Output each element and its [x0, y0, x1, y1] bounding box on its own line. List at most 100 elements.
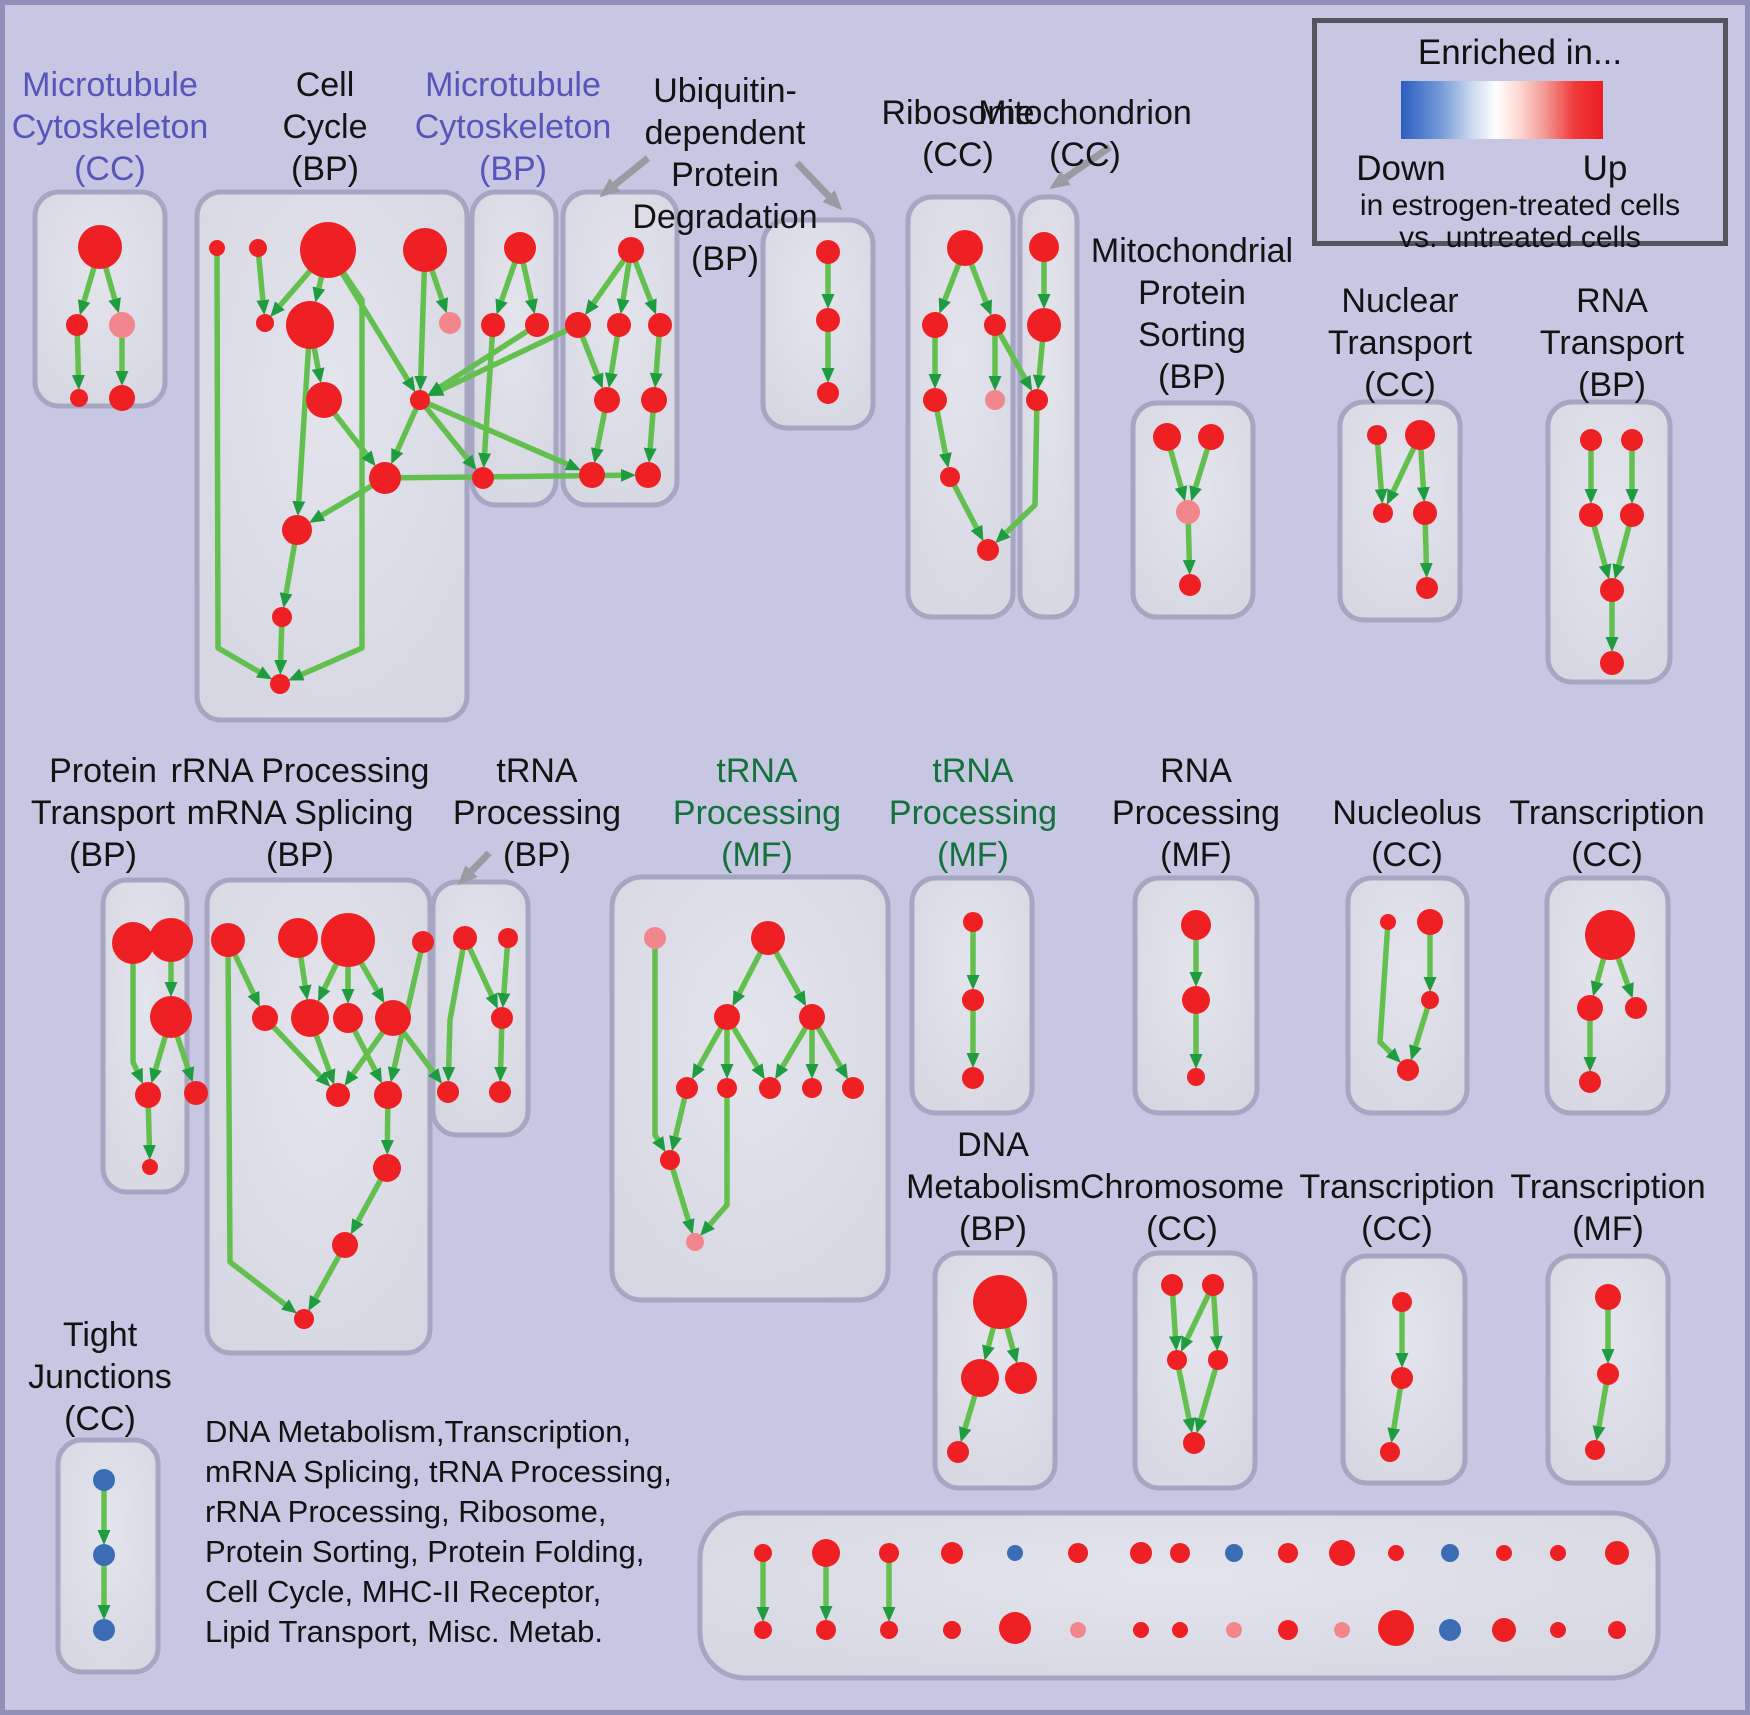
edge-t4-t5 [1194, 1367, 1219, 1434]
edge-b9-b10 [391, 407, 419, 465]
gene-node-a1 [78, 225, 122, 269]
cluster-box-microtubule-bp [469, 189, 559, 508]
gene-node-c3 [525, 313, 549, 337]
gene-node-l11 [373, 1154, 401, 1182]
cluster-box-nucleolus [1345, 875, 1470, 1116]
gene-node-i2 [1405, 420, 1435, 450]
gene-node-l1 [211, 923, 245, 957]
gene-node-mt16 [1605, 1541, 1629, 1565]
edge-i4-i5 [1419, 523, 1433, 578]
gene-node-q4 [1397, 1059, 1419, 1081]
edge-q1-q4 [1377, 928, 1401, 1063]
gene-node-mb8 [1172, 1622, 1188, 1638]
gene-node-g1 [1029, 232, 1059, 262]
edge-k1-k4 [130, 963, 143, 1085]
gene-node-n1 [644, 927, 666, 949]
gene-node-j6 [1600, 651, 1624, 675]
cluster-label-chromosome: Chromosome (CC) [1080, 1168, 1284, 1248]
gene-node-mt12 [1388, 1545, 1404, 1561]
edge-t2-t3 [1180, 1292, 1212, 1352]
legend-subtitle-line-1: in estrogen-treated cells [1359, 189, 1681, 222]
cluster-box-nuclear-transport [1337, 399, 1463, 623]
edge-n3-n7 [730, 1025, 765, 1080]
edge-a2-a4 [71, 334, 85, 390]
cluster-label-nucleolus: Nucleolus (CC) [1332, 794, 1481, 874]
gene-node-l5 [252, 1005, 278, 1031]
gene-node-mt6 [1068, 1543, 1088, 1563]
gene-node-v3 [1585, 1440, 1605, 1460]
gene-node-p1 [1181, 910, 1211, 940]
gene-node-l8 [375, 1000, 411, 1036]
gene-node-a3 [109, 312, 135, 338]
gene-node-r2 [1577, 995, 1603, 1021]
gene-node-f1 [947, 230, 983, 266]
cluster-box-chromosome [1132, 1250, 1258, 1491]
cluster-label-rna-processing-mf: RNA Processing (MF) [1112, 752, 1280, 874]
gene-node-l9 [326, 1083, 350, 1107]
gene-node-f4 [923, 388, 947, 412]
edge-b8-b10 [332, 411, 376, 467]
edge-s1-s3 [1004, 1326, 1020, 1364]
gene-node-b1 [209, 240, 225, 256]
label-pointer-arrow [794, 160, 843, 211]
edge-b1-b13 [214, 254, 273, 680]
gene-node-u1 [1392, 1292, 1412, 1312]
edge-g3-f7 [995, 409, 1040, 544]
edge-b6-b11 [292, 347, 312, 517]
gene-node-f2 [922, 312, 948, 338]
gene-node-mt8 [1170, 1543, 1190, 1563]
edge-b12-b13 [274, 625, 288, 675]
edge-b9-d7 [427, 401, 582, 471]
gene-node-mt3 [879, 1543, 899, 1563]
edge-u2-u3 [1387, 1387, 1404, 1444]
gene-node-n8 [802, 1078, 822, 1098]
gene-node-b2 [249, 239, 267, 257]
cluster-label-transcription-cc-lower: Transcription (CC) [1299, 1168, 1494, 1248]
gene-node-mb2 [816, 1620, 836, 1640]
gene-node-l13 [294, 1309, 314, 1329]
edge-l11-l12 [350, 1178, 384, 1235]
cluster-box-transcription-cc-upper [1544, 875, 1671, 1116]
gene-node-m5 [489, 1081, 511, 1103]
gene-node-n7 [759, 1077, 781, 1099]
gene-node-mb15 [1550, 1622, 1566, 1638]
gene-node-d3 [607, 313, 631, 337]
gene-node-h4 [1179, 574, 1201, 596]
gene-node-i3 [1373, 503, 1393, 523]
legend-title: Enriched in... [1417, 33, 1623, 72]
edge-l12-l13 [308, 1254, 342, 1312]
gene-node-i4 [1413, 501, 1437, 525]
gene-node-mt4 [941, 1542, 963, 1564]
cluster-label-trna-processing-mf-small: tRNA Processing (MF) [889, 752, 1057, 874]
gene-node-l3 [321, 913, 375, 967]
edge-f6-f7 [951, 483, 984, 542]
gene-node-n6 [717, 1078, 737, 1098]
edge-m1-m4 [442, 948, 466, 1082]
gene-node-l10 [374, 1081, 402, 1109]
gene-node-mb13 [1439, 1619, 1461, 1641]
cluster-box-rna-transport [1545, 399, 1673, 685]
gene-node-t1 [1161, 1274, 1183, 1296]
gene-node-mt14 [1496, 1545, 1512, 1561]
edge-n5-n10 [669, 1097, 688, 1152]
label-pointer-arrow [1049, 144, 1112, 190]
edge-h1-h3 [1167, 448, 1188, 502]
edge-l5-l9 [271, 1024, 331, 1087]
edge-b2-b5 [255, 255, 270, 316]
gene-node-t2 [1202, 1274, 1224, 1296]
label-pointer-arrow [457, 850, 492, 886]
cluster-box-microtubule-cc [32, 189, 168, 409]
edge-s1-s2 [982, 1326, 997, 1361]
gene-node-r4 [1579, 1071, 1601, 1093]
gene-node-l7 [333, 1003, 363, 1033]
gene-node-w1 [93, 1469, 115, 1491]
gene-node-s3 [1005, 1362, 1037, 1394]
shared-terms-line: rRNA Processing, Ribosome, [205, 1494, 607, 1529]
gene-node-h2 [1198, 424, 1224, 450]
gene-node-i1 [1367, 425, 1387, 445]
gene-node-mb6 [1070, 1622, 1086, 1638]
gene-node-p2 [1182, 986, 1210, 1014]
gene-node-n9 [842, 1077, 864, 1099]
gene-node-c2 [481, 313, 505, 337]
gene-node-s1 [973, 1275, 1027, 1329]
